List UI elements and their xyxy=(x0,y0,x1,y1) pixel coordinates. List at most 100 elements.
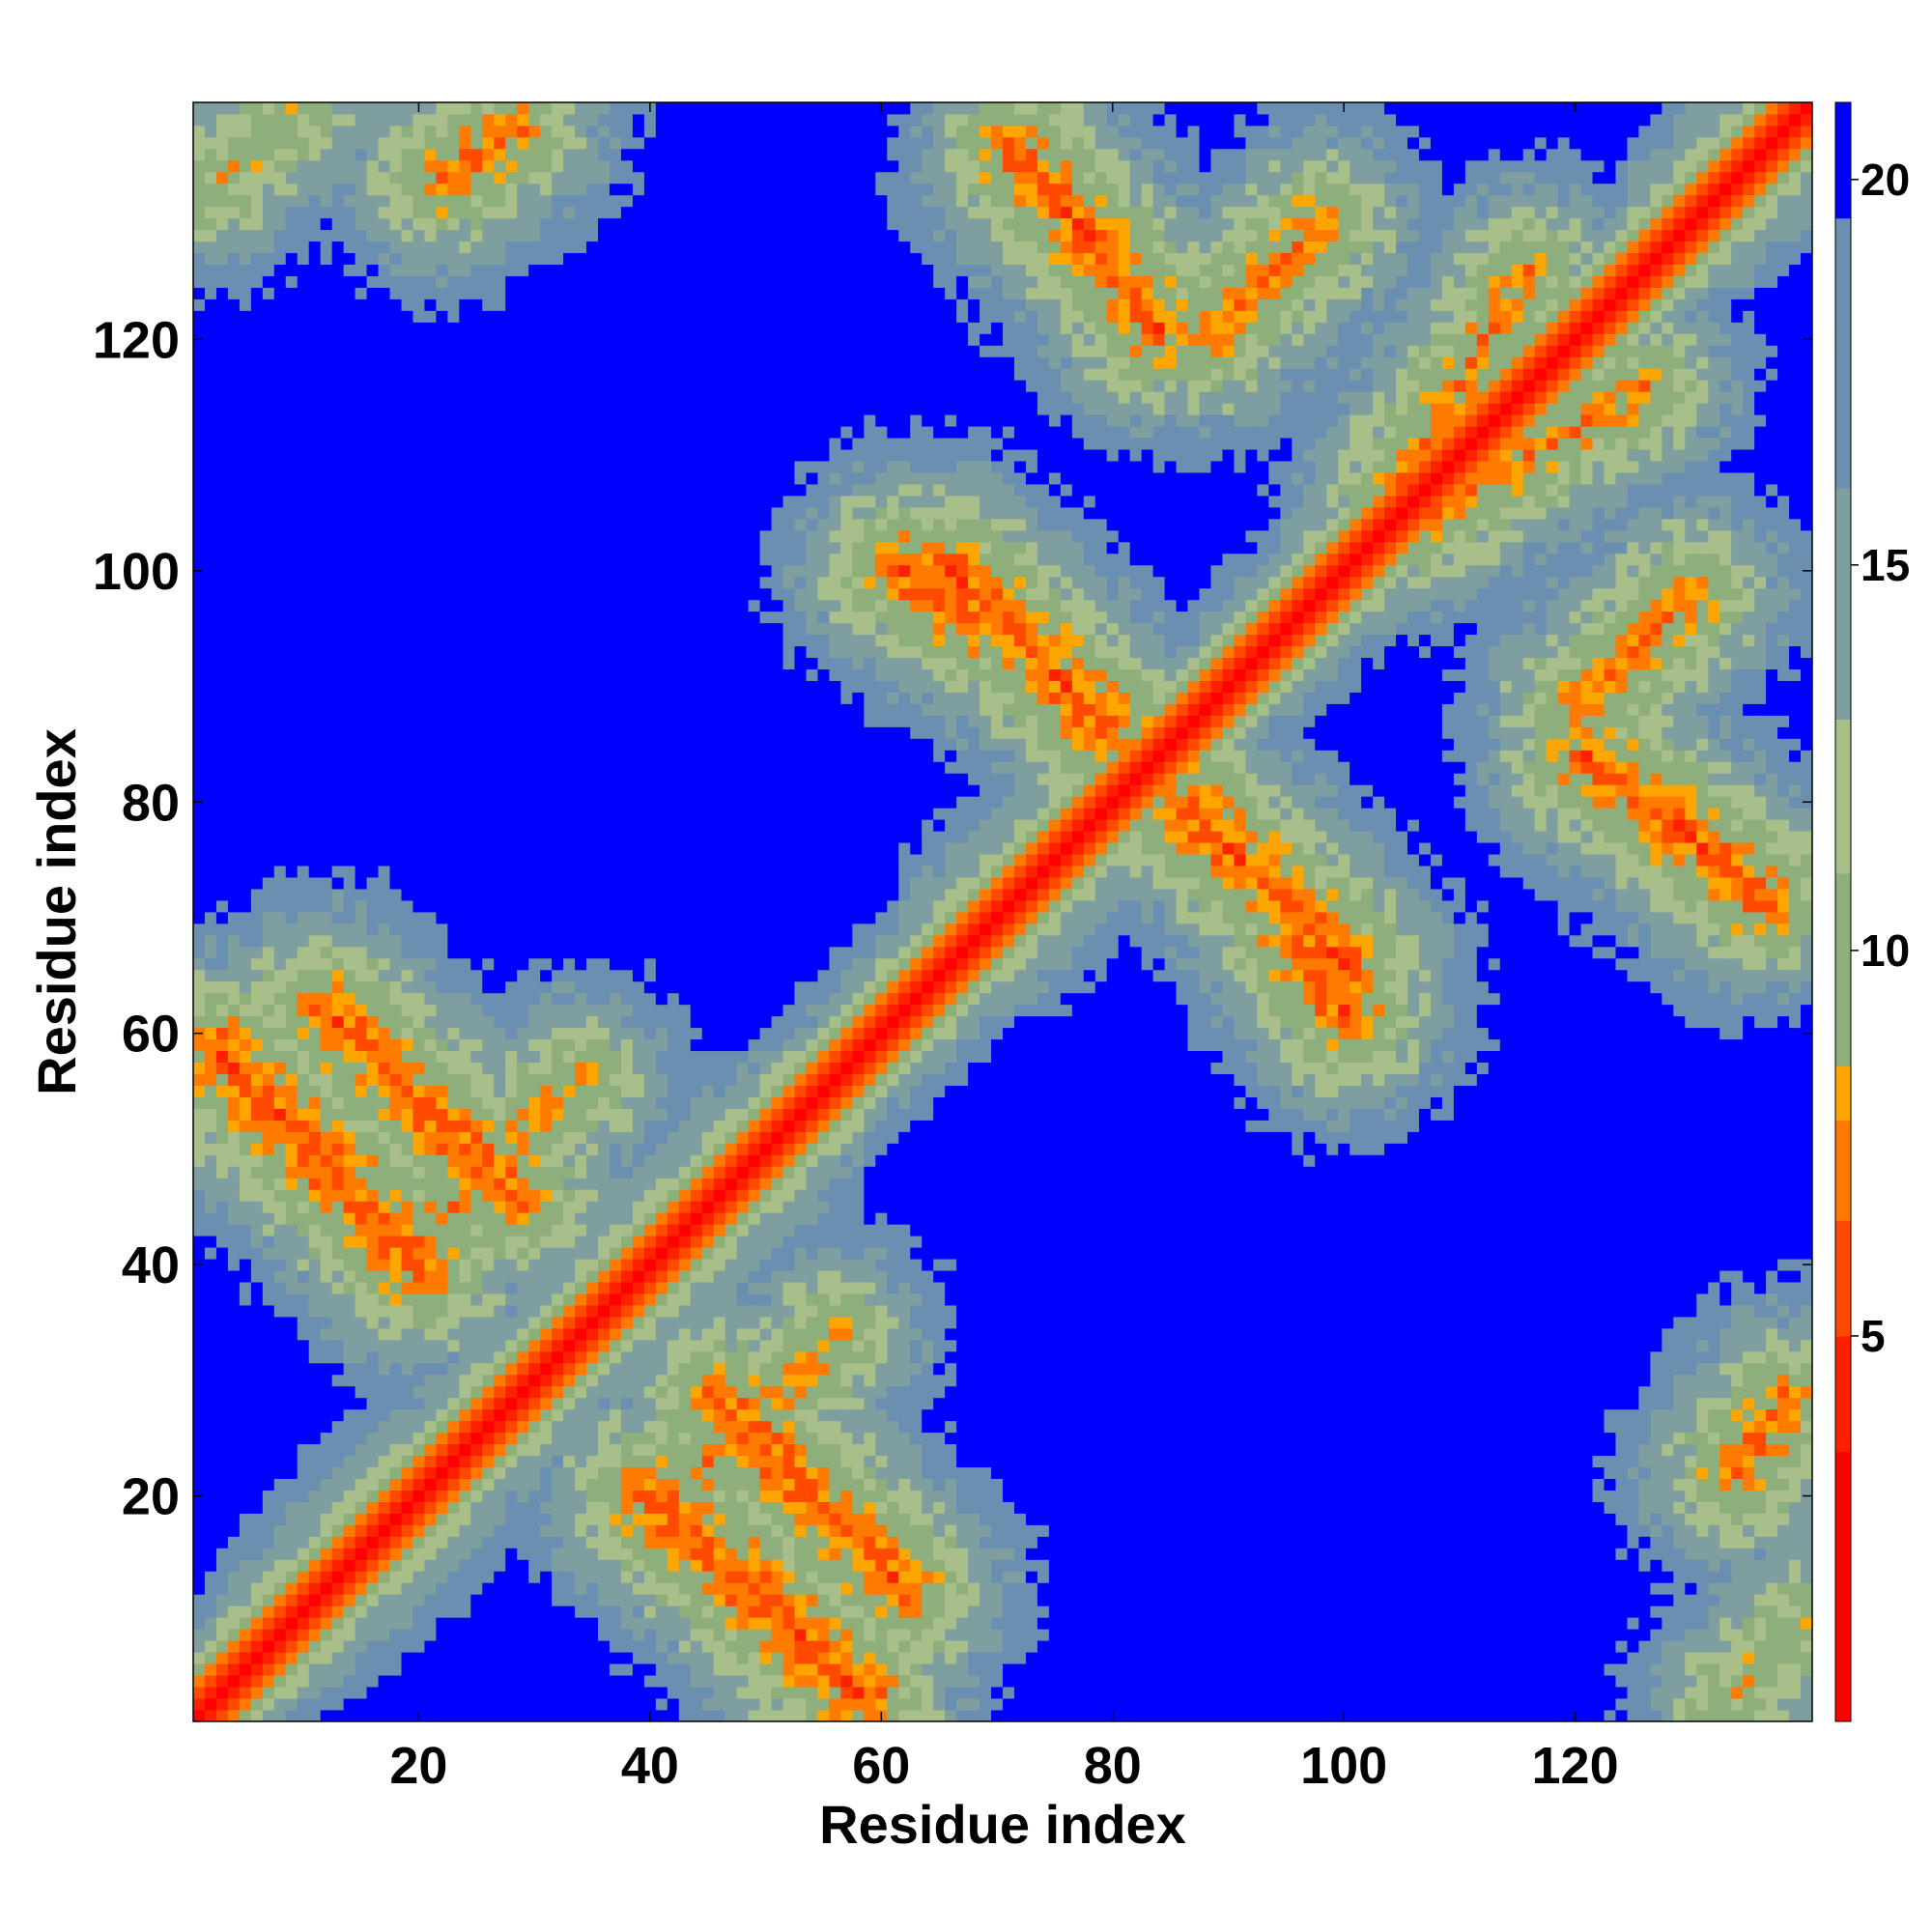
heatmap-cell xyxy=(424,1421,436,1433)
heatmap-cell xyxy=(517,368,528,380)
heatmap-cell xyxy=(401,1236,412,1247)
heatmap-cell xyxy=(447,1328,459,1340)
heatmap-cell xyxy=(251,195,263,207)
heatmap-cell xyxy=(482,1293,494,1305)
heatmap-cell xyxy=(216,889,228,900)
heatmap-cell xyxy=(240,1444,251,1456)
heatmap-cell xyxy=(286,1131,298,1143)
heatmap-cell xyxy=(228,600,240,611)
heatmap-cell xyxy=(598,1236,610,1247)
heatmap-cell xyxy=(586,195,598,207)
heatmap-cell xyxy=(494,854,505,866)
heatmap-cell xyxy=(309,333,321,345)
heatmap-cell xyxy=(240,449,251,461)
heatmap-cell xyxy=(552,230,563,242)
heatmap-cell xyxy=(251,1109,263,1121)
heatmap-cell xyxy=(263,693,274,704)
heatmap-cell xyxy=(540,889,552,900)
heatmap-cell xyxy=(494,1097,505,1109)
heatmap-cell xyxy=(436,693,447,704)
heatmap-cell xyxy=(505,253,517,265)
heatmap-cell xyxy=(482,854,494,866)
heatmap-cell xyxy=(390,1131,402,1143)
heatmap-cell xyxy=(575,1236,586,1247)
heatmap-cell xyxy=(379,265,390,276)
heatmap-cell xyxy=(470,195,482,207)
heatmap-cell xyxy=(540,356,552,368)
heatmap-cell xyxy=(586,993,598,1005)
heatmap-cell xyxy=(274,1536,286,1548)
heatmap-cell xyxy=(563,1687,575,1698)
heatmap-cell xyxy=(528,738,540,750)
heatmap-cell xyxy=(470,1698,482,1710)
heatmap-cell xyxy=(401,1039,412,1051)
heatmap-cell xyxy=(575,565,586,577)
heatmap-cell xyxy=(575,149,586,160)
heatmap-cell xyxy=(286,356,298,368)
heatmap-cell xyxy=(205,1594,216,1605)
heatmap-cell xyxy=(240,947,251,958)
heatmap-cell xyxy=(517,1028,528,1039)
heatmap-cell xyxy=(598,912,610,923)
heatmap-cell xyxy=(563,912,575,923)
heatmap-cell xyxy=(401,1548,412,1559)
heatmap-cell xyxy=(240,1086,251,1097)
heatmap-cell xyxy=(575,1502,586,1514)
heatmap-cell xyxy=(228,1097,240,1109)
heatmap-cell xyxy=(286,1143,298,1154)
heatmap-cell xyxy=(470,1456,482,1467)
heatmap-cell xyxy=(563,1247,575,1259)
heatmap-cell xyxy=(412,345,424,356)
heatmap-cell xyxy=(274,1571,286,1582)
heatmap-cell xyxy=(298,1351,309,1363)
heatmap-cell xyxy=(263,600,274,611)
heatmap-cell xyxy=(367,542,379,554)
heatmap-cell xyxy=(332,1571,344,1582)
heatmap-cell xyxy=(321,808,332,819)
heatmap-cell xyxy=(332,947,344,958)
heatmap-cell xyxy=(240,1097,251,1109)
heatmap-cell xyxy=(240,1594,251,1605)
heatmap-cell xyxy=(482,160,494,172)
heatmap-cell xyxy=(344,368,355,380)
heatmap-cell xyxy=(563,715,575,726)
heatmap-cell xyxy=(470,391,482,403)
heatmap-cell xyxy=(505,819,517,831)
heatmap-cell xyxy=(447,1028,459,1039)
heatmap-cell xyxy=(401,1433,412,1444)
heatmap-cell xyxy=(505,1120,517,1131)
heatmap-cell xyxy=(575,1178,586,1189)
heatmap-cell xyxy=(309,1698,321,1710)
heatmap-cell xyxy=(344,947,355,958)
heatmap-cell xyxy=(459,1097,470,1109)
heatmap-cell xyxy=(390,842,402,854)
heatmap-cell xyxy=(470,1201,482,1212)
heatmap-cell xyxy=(390,1548,402,1559)
heatmap-cell xyxy=(494,1456,505,1467)
heatmap-cell xyxy=(563,449,575,461)
heatmap-cell xyxy=(598,1375,610,1386)
heatmap-cell xyxy=(309,1594,321,1605)
heatmap-cell xyxy=(309,923,321,935)
heatmap-cell xyxy=(274,1016,286,1028)
heatmap-cell xyxy=(470,1178,482,1189)
heatmap-cell xyxy=(193,1363,205,1375)
heatmap-cell xyxy=(274,414,286,426)
heatmap-cell xyxy=(390,472,402,484)
heatmap-cell xyxy=(344,1305,355,1317)
heatmap-cell xyxy=(355,1640,367,1652)
heatmap-cell xyxy=(390,414,402,426)
heatmap-cell xyxy=(379,1675,390,1687)
heatmap-cell xyxy=(575,299,586,311)
heatmap-cell xyxy=(470,773,482,784)
heatmap-cell xyxy=(355,993,367,1005)
heatmap-cell xyxy=(193,1675,205,1687)
heatmap-cell xyxy=(344,935,355,947)
heatmap-cell xyxy=(401,114,412,126)
heatmap-cell xyxy=(367,218,379,230)
heatmap-cell xyxy=(482,1710,494,1721)
heatmap-cell xyxy=(517,958,528,970)
heatmap-cell xyxy=(216,761,228,773)
heatmap-cell xyxy=(228,889,240,900)
heatmap-cell xyxy=(494,935,505,947)
